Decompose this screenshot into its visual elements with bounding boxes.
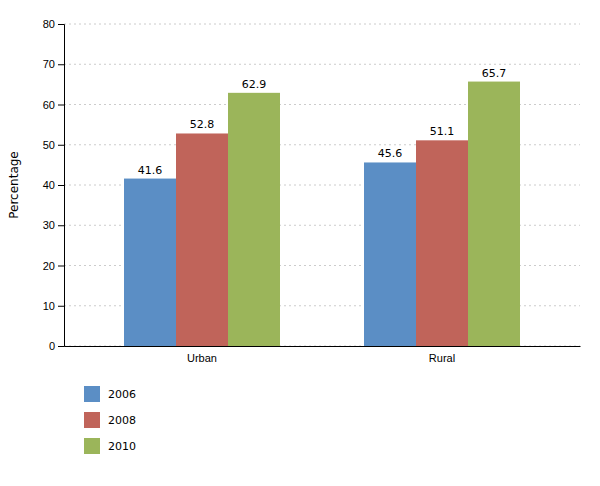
y-axis-line	[58, 25, 65, 347]
y-tick: 70	[43, 58, 64, 70]
bar	[176, 133, 228, 346]
data-labels: 41.6 45.6 52.8 51.1 62.9 65.7	[138, 67, 507, 177]
y-tick-label: 0	[49, 340, 55, 352]
data-label: 41.6	[138, 164, 163, 177]
legend-swatch	[84, 386, 100, 402]
y-tick: 60	[43, 99, 64, 111]
y-tick-mark	[58, 225, 64, 226]
y-tick-label: 60	[43, 99, 55, 111]
legend-label: 2008	[108, 414, 136, 427]
y-tick-label: 80	[43, 18, 55, 30]
plot-area: 41.6 45.6 52.8 51.1 62.9 65.7 0 10 20 30 40 50 60 70 8…	[43, 18, 581, 364]
y-tick: 10	[43, 300, 64, 312]
legend-swatch	[84, 412, 100, 428]
chart: 41.6 45.6 52.8 51.1 62.9 65.7 0 10 20 30 40 50 60 70 8…	[0, 0, 600, 486]
legend-swatch	[84, 438, 100, 454]
x-tick: Urban	[187, 346, 217, 364]
legend: 2006 2008 2010	[84, 386, 136, 454]
y-tick-label: 70	[43, 58, 55, 70]
legend-item: 2010	[84, 438, 136, 454]
y-tick-mark	[58, 64, 64, 65]
data-label: 52.8	[190, 118, 215, 131]
y-tick-label: 30	[43, 219, 55, 231]
x-axis: Urban Rural	[65, 346, 581, 364]
y-tick-mark	[58, 24, 64, 25]
y-tick: 50	[43, 139, 64, 151]
legend-label: 2010	[108, 440, 136, 453]
x-axis-line	[65, 346, 581, 347]
grid-line	[64, 64, 580, 65]
y-tick: 40	[43, 179, 64, 191]
bar	[124, 179, 176, 346]
y-tick-mark	[58, 346, 64, 347]
y-axis-title: Percentage	[7, 151, 21, 219]
y-tick-label: 10	[43, 300, 55, 312]
y-tick: 0	[49, 340, 64, 352]
y-tick-mark	[58, 185, 64, 186]
y-tick-mark	[58, 266, 64, 267]
y-tick-mark	[58, 145, 64, 146]
data-label: 51.1	[430, 125, 455, 138]
grid-line	[64, 24, 580, 25]
data-label: 65.7	[482, 67, 507, 80]
legend-item: 2008	[84, 412, 136, 428]
legend-item: 2006	[84, 386, 136, 402]
y-tick-mark	[58, 306, 64, 307]
y-tick-label: 40	[43, 179, 55, 191]
legend-label: 2006	[108, 388, 136, 401]
y-tick: 80	[43, 18, 64, 30]
y-tick-label: 20	[43, 260, 55, 272]
grid	[64, 24, 580, 346]
bars	[124, 82, 520, 346]
x-tick: Rural	[429, 346, 455, 364]
bar	[416, 140, 468, 346]
data-label: 62.9	[242, 78, 267, 91]
x-tick-label: Rural	[429, 352, 455, 364]
bar	[228, 93, 280, 346]
y-tick-mark	[58, 105, 64, 106]
bar	[364, 162, 416, 346]
data-label: 45.6	[378, 147, 403, 160]
y-tick: 20	[43, 260, 64, 272]
y-tick: 30	[43, 219, 64, 231]
y-axis: 0 10 20 30 40 50 60 70 80	[43, 18, 65, 352]
x-tick-label: Urban	[187, 352, 217, 364]
y-tick-label: 50	[43, 139, 55, 151]
bar	[468, 82, 520, 346]
